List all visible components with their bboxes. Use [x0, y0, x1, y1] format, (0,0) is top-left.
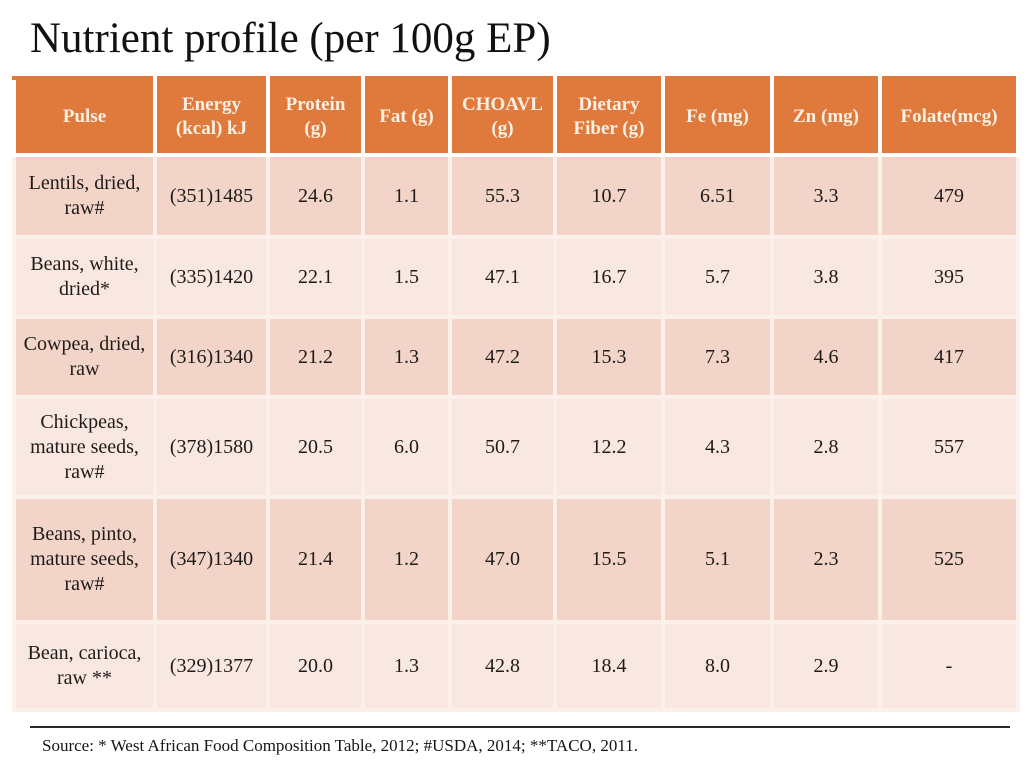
- value-cell: 1.1: [361, 153, 452, 239]
- value-cell: 5.7: [661, 235, 774, 319]
- value-cell: 22.1: [266, 235, 365, 319]
- value-cell: (351)1485: [153, 153, 270, 239]
- value-cell: 47.2: [448, 315, 557, 399]
- value-cell: 21.2: [266, 315, 365, 399]
- column-header: Fe (mg): [661, 76, 774, 157]
- value-cell: 15.5: [553, 495, 665, 624]
- column-header: Dietary Fiber (g): [553, 76, 665, 157]
- value-cell: 10.7: [553, 153, 665, 239]
- column-header: Fat (g): [361, 76, 452, 157]
- slide-footer: Source: * West African Food Composition …: [0, 726, 1024, 756]
- value-cell: 42.8: [448, 620, 557, 712]
- nutrient-table: Pulse Energy (kcal) kJ Protein (g) Fat (g) C…: [12, 76, 1020, 712]
- column-header: Folate(mcg): [878, 76, 1020, 157]
- value-cell: (378)1580: [153, 395, 270, 499]
- pulse-name-cell: Cowpea, dried, raw: [12, 315, 157, 399]
- pulse-name-cell: Lentils, dried, raw#: [12, 153, 157, 239]
- value-cell: 12.2: [553, 395, 665, 499]
- table-body: Lentils, dried, raw# (351)1485 24.6 1.1 55.3…: [12, 153, 1020, 712]
- value-cell: 6.0: [361, 395, 452, 499]
- value-cell: 525: [878, 495, 1020, 624]
- value-cell: 55.3: [448, 153, 557, 239]
- value-cell: 1.3: [361, 315, 452, 399]
- value-cell: 1.5: [361, 235, 452, 319]
- value-cell: 1.3: [361, 620, 452, 712]
- table-row: Bean, carioca, raw ** (329)1377 20.0 1.3 42.…: [12, 620, 1020, 712]
- value-cell: (347)1340: [153, 495, 270, 624]
- value-cell: -: [878, 620, 1020, 712]
- value-cell: 557: [878, 395, 1020, 499]
- value-cell: 3.8: [770, 235, 882, 319]
- value-cell: 15.3: [553, 315, 665, 399]
- value-cell: 50.7: [448, 395, 557, 499]
- column-header: Protein (g): [266, 76, 365, 157]
- value-cell: 20.0: [266, 620, 365, 712]
- table-row: Beans, white, dried* (335)1420 22.1 1.5 47.1…: [12, 235, 1020, 319]
- value-cell: 2.8: [770, 395, 882, 499]
- table-row: Cowpea, dried, raw (316)1340 21.2 1.3 47.2 15…: [12, 315, 1020, 399]
- value-cell: 4.6: [770, 315, 882, 399]
- value-cell: 395: [878, 235, 1020, 319]
- pulse-name-cell: Bean, carioca, raw **: [12, 620, 157, 712]
- value-cell: 24.6: [266, 153, 365, 239]
- value-cell: 47.0: [448, 495, 557, 624]
- page-title: Nutrient profile (per 100g EP): [30, 15, 551, 62]
- value-cell: 2.9: [770, 620, 882, 712]
- column-header: Energy (kcal) kJ: [153, 76, 270, 157]
- value-cell: 21.4: [266, 495, 365, 624]
- table-row: Chickpeas, mature seeds, raw# (378)1580 20…: [12, 395, 1020, 499]
- value-cell: 7.3: [661, 315, 774, 399]
- pulse-name-cell: Beans, pinto, mature seeds, raw#: [12, 495, 157, 624]
- pulse-name-cell: Chickpeas, mature seeds, raw#: [12, 395, 157, 499]
- value-cell: 16.7: [553, 235, 665, 319]
- value-cell: 4.3: [661, 395, 774, 499]
- value-cell: (335)1420: [153, 235, 270, 319]
- value-cell: 479: [878, 153, 1020, 239]
- value-cell: (329)1377: [153, 620, 270, 712]
- value-cell: 5.1: [661, 495, 774, 624]
- table-row: Beans, pinto, mature seeds, raw# (347)134…: [12, 495, 1020, 624]
- table-head: Pulse Energy (kcal) kJ Protein (g) Fat (g) C…: [12, 76, 1020, 157]
- column-header: Zn (mg): [770, 76, 882, 157]
- value-cell: 417: [878, 315, 1020, 399]
- value-cell: 20.5: [266, 395, 365, 499]
- value-cell: 2.3: [770, 495, 882, 624]
- value-cell: 8.0: [661, 620, 774, 712]
- column-header: Pulse: [12, 76, 157, 157]
- table-header-row: Pulse Energy (kcal) kJ Protein (g) Fat (g) C…: [12, 76, 1020, 157]
- value-cell: 18.4: [553, 620, 665, 712]
- value-cell: 6.51: [661, 153, 774, 239]
- column-header: CHOAVL (g): [448, 76, 557, 157]
- source-citation: Source: * West African Food Composition …: [42, 736, 638, 755]
- table-row: Lentils, dried, raw# (351)1485 24.6 1.1 55.3…: [12, 153, 1020, 239]
- value-cell: 3.3: [770, 153, 882, 239]
- value-cell: 47.1: [448, 235, 557, 319]
- value-cell: (316)1340: [153, 315, 270, 399]
- pulse-name-cell: Beans, white, dried*: [12, 235, 157, 319]
- footer-divider: [30, 726, 1010, 728]
- value-cell: 1.2: [361, 495, 452, 624]
